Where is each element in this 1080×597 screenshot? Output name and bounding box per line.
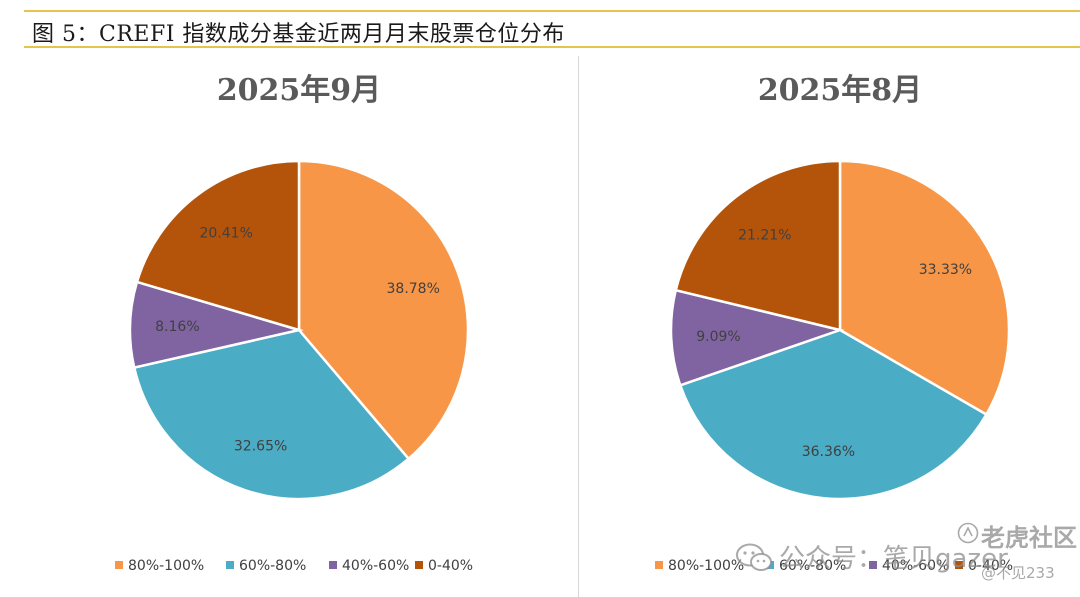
pie-slice-80-100 bbox=[838, 159, 1011, 417]
legend-swatch-0-40 bbox=[955, 561, 963, 569]
slice-label-80-100: 33.33% bbox=[919, 262, 972, 278]
pie-slice-0-40 bbox=[135, 159, 301, 332]
legend-swatch-60-80 bbox=[766, 561, 774, 569]
legend-swatch-80-100 bbox=[115, 561, 123, 569]
legend-swatch-60-80 bbox=[226, 561, 234, 569]
pie-slice-60-80 bbox=[132, 328, 411, 501]
slice-label-40-60: 8.16% bbox=[155, 319, 199, 335]
figure-header: 图 5：CREFI 指数成分基金近两月月末股票仓位分布 bbox=[24, 10, 1080, 48]
legend-label-40-60: 40%-60% bbox=[342, 558, 409, 574]
slice-label-60-80: 32.65% bbox=[234, 439, 287, 455]
pie-chart-aug-2025: 2025年8月 33.33% 36.36% 9.09% 21.21% 80%-100% 60… bbox=[655, 73, 1013, 574]
figure-title: 图 5：CREFI 指数成分基金近两月月末股票仓位分布 bbox=[32, 22, 565, 47]
legend-label-40-60: 40%-60% bbox=[882, 558, 949, 574]
legend-swatch-0-40 bbox=[415, 561, 423, 569]
pie-slice-0-40 bbox=[674, 159, 842, 332]
pie-slice-40-60 bbox=[669, 288, 845, 387]
legend-label-60-80: 60%-80% bbox=[239, 558, 306, 574]
chart-title: 2025年8月 bbox=[758, 73, 922, 108]
legend-swatch-40-60 bbox=[869, 561, 877, 569]
legend-label-80-100: 80%-100% bbox=[128, 558, 204, 574]
slice-label-0-40: 20.41% bbox=[200, 226, 253, 242]
slice-label-80-100: 38.78% bbox=[387, 281, 440, 297]
legend-label-0-40: 0-40% bbox=[968, 558, 1013, 574]
pie-chart-sep-2025: 2025年9月 38.78% 32.65% 8.16% 20.41% 80%-100% 60… bbox=[115, 73, 473, 574]
chart-title: 2025年9月 bbox=[217, 73, 381, 108]
legend-swatch-80-100 bbox=[655, 561, 663, 569]
panel-divider bbox=[578, 56, 579, 597]
legend-label-60-80: 60%-80% bbox=[779, 558, 846, 574]
slice-label-0-40: 21.21% bbox=[738, 227, 791, 243]
pie-slice-60-80 bbox=[678, 328, 989, 501]
legend-swatch-40-60 bbox=[329, 561, 337, 569]
slice-label-60-80: 36.36% bbox=[802, 444, 855, 460]
pie-slice-80-100 bbox=[297, 159, 470, 461]
slice-label-40-60: 9.09% bbox=[696, 329, 740, 345]
legend-label-0-40: 0-40% bbox=[428, 558, 473, 574]
legend-label-80-100: 80%-100% bbox=[668, 558, 744, 574]
